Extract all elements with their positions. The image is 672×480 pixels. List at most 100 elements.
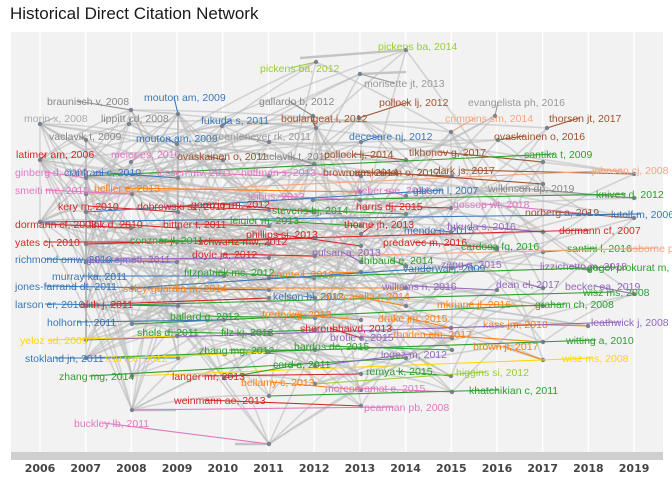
node-point[interactable] [128, 107, 134, 113]
node-point[interactable] [266, 441, 272, 447]
node-point[interactable] [313, 59, 319, 65]
node-point[interactable] [449, 265, 455, 271]
node-point[interactable] [358, 317, 364, 323]
node-point[interactable] [83, 191, 89, 197]
node-point[interactable] [448, 129, 454, 135]
node-point[interactable] [266, 393, 272, 399]
network-node[interactable]: pearman pb, 2008 [129, 402, 450, 414]
node-point[interactable] [312, 381, 318, 387]
network-node[interactable]: guillorejmetl, 2011 [86, 254, 272, 266]
node-point[interactable] [312, 347, 318, 353]
network-node[interactable]: leigier m, 2013 [230, 215, 364, 229]
network-node[interactable]: pollock lj, 2014 [324, 149, 409, 163]
node-point[interactable] [403, 47, 409, 53]
node-point[interactable] [586, 267, 592, 273]
node-point[interactable] [219, 123, 225, 129]
node-point[interactable] [358, 371, 364, 377]
node-point[interactable] [221, 273, 227, 279]
node-point[interactable] [403, 355, 409, 361]
network-node[interactable]: stokland jn, 2011 [25, 353, 181, 365]
network-node[interactable]: richmond omw, 2010 [15, 254, 180, 266]
network-node[interactable]: pickens ba, 2012 [260, 59, 340, 75]
node-point[interactable] [544, 125, 550, 131]
network-node[interactable]: mouton am, 2009 [136, 133, 218, 147]
node-point[interactable] [266, 255, 272, 261]
network-node[interactable]: dean el, 2017 [496, 279, 560, 291]
node-point[interactable] [356, 115, 362, 121]
node-point[interactable] [37, 157, 43, 163]
node-point[interactable] [37, 219, 43, 225]
network-node[interactable]: gallardo b, 2012 [259, 96, 334, 119]
node-point[interactable] [129, 373, 135, 379]
network-node[interactable]: kelson bl, 2012 [273, 291, 344, 303]
network-node[interactable]: larson er, 2010 [15, 299, 181, 311]
node-point[interactable] [175, 209, 181, 215]
node-point[interactable] [310, 197, 316, 203]
node-point[interactable] [129, 191, 135, 197]
node-point[interactable] [313, 125, 319, 131]
node-point[interactable] [175, 303, 181, 309]
network-node[interactable]: pulsan a, 2013 [312, 247, 381, 265]
node-point[interactable] [312, 363, 318, 369]
node-point[interactable] [495, 137, 501, 143]
node-point[interactable] [312, 315, 318, 321]
network-node[interactable]: smeiti me, 2010 [15, 185, 135, 197]
network-node[interactable]: mouton am, 2009 [144, 92, 226, 117]
network-node[interactable]: link d, 2010 [89, 219, 181, 231]
network-node[interactable]: phillips sj, 2013 [246, 229, 364, 249]
node-point[interactable] [358, 173, 364, 179]
network-node[interactable]: ssu rcc, 2012 [105, 349, 271, 365]
network-node[interactable]: harris dj, 2015 [356, 201, 454, 213]
network-node[interactable]: williams n, 2016 [381, 281, 500, 293]
network-node[interactable]: yeloz sd, 2009 [20, 333, 180, 347]
node-point[interactable] [221, 375, 227, 381]
node-point[interactable] [83, 241, 89, 247]
node-point[interactable] [312, 295, 318, 301]
node-point[interactable] [540, 181, 546, 187]
node-point[interactable] [266, 207, 272, 213]
network-node[interactable]: holhorn t, 2011 [47, 317, 227, 329]
node-point[interactable] [128, 225, 134, 231]
node-point[interactable] [631, 171, 637, 177]
network-node[interactable]: kass jm, 2018 [483, 319, 591, 331]
node-point[interactable] [83, 259, 89, 265]
node-point[interactable] [175, 175, 181, 181]
node-point[interactable] [358, 139, 364, 145]
network-node[interactable]: yates cj, 2010 [15, 237, 180, 249]
network-node[interactable]: thibaud e, 2014 [361, 255, 434, 269]
node-point[interactable] [358, 243, 364, 249]
network-node[interactable]: vaclavik t, 2012 [258, 151, 331, 167]
node-point[interactable] [449, 347, 455, 353]
network-node[interactable]: leihus, 2013 [248, 191, 363, 203]
node-point[interactable] [312, 253, 318, 259]
node-point[interactable] [266, 295, 272, 301]
network-node[interactable]: ovaskainen o, 2017 [349, 167, 546, 187]
node-point[interactable] [357, 197, 363, 203]
network-node[interactable]: thorne jh, 2013 [344, 219, 414, 237]
node-point[interactable] [358, 231, 364, 237]
network-node[interactable]: filz kj, 2013 [221, 327, 318, 339]
network-node[interactable]: vanderwal j, 2009 [129, 263, 486, 291]
node-point[interactable] [265, 349, 271, 355]
node-point[interactable] [358, 259, 364, 265]
network-node[interactable]: ovaskainen o, 2011 [177, 151, 267, 163]
network-node[interactable]: lizzichetto m, 2018 [540, 261, 627, 273]
network-node[interactable]: murray ka, 2011 [52, 271, 227, 283]
node-point[interactable] [585, 323, 591, 329]
node-point[interactable] [266, 241, 272, 247]
network-node[interactable]: decesare nj, 2012 [349, 131, 433, 145]
node-point[interactable] [175, 355, 181, 361]
network-node[interactable]: fredrykgj, 2013 [262, 309, 364, 323]
node-point[interactable] [310, 113, 316, 119]
network-node[interactable]: cianfrani c, 2010 [64, 167, 181, 181]
network-node[interactable]: wisz ms, 2008 [129, 353, 629, 379]
node-point[interactable] [449, 389, 455, 395]
network-node[interactable]: logez m, 2012 [312, 349, 447, 369]
network-node[interactable]: thorson jt, 2017 [544, 113, 622, 131]
network-node[interactable]: knives d, 2012 [310, 189, 664, 203]
network-node[interactable]: soley-guardia m, 2014 [123, 283, 409, 295]
network-node[interactable]: lippitt cd, 2008 [101, 113, 169, 127]
node-point[interactable] [403, 211, 409, 217]
network-node[interactable]: meier es, 2010 [111, 149, 181, 165]
node-point[interactable] [266, 139, 272, 145]
